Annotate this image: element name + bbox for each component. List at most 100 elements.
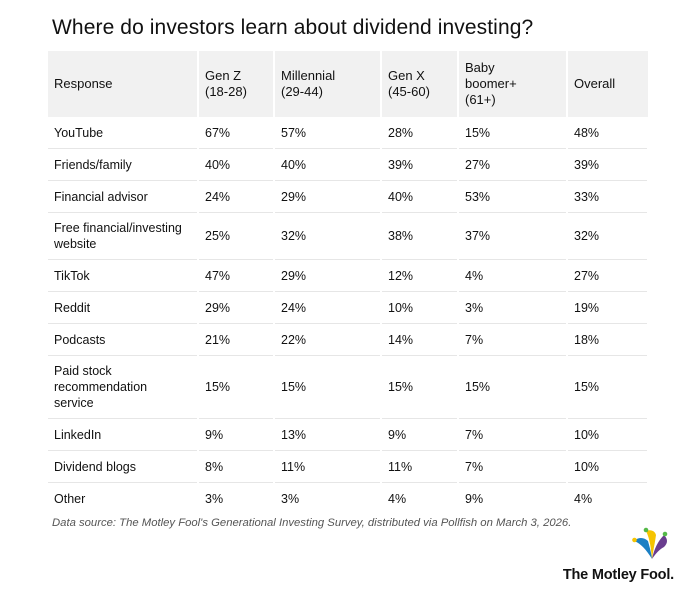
value-cell: 7% (458, 418, 568, 451)
response-label-line: recommendation (54, 380, 148, 394)
table-row: Reddit 29% 24% 10% 3% 19% (48, 291, 649, 324)
value-cell: 40% (381, 180, 459, 213)
column-header: Overall (567, 51, 648, 117)
column-header-line: Millennial (281, 68, 336, 83)
value-cell: 4% (458, 259, 568, 292)
value-cell: 3% (274, 482, 382, 514)
motley-fool-logo: The Motley Fool. (524, 525, 674, 583)
value-cell: 9% (458, 482, 568, 514)
response-label-line: TikTok (54, 268, 90, 283)
column-header-line: Response (54, 76, 113, 91)
jester-hat-icon (632, 527, 668, 559)
value-cell: 14% (381, 323, 459, 356)
value-cell: 29% (274, 180, 382, 213)
table-row: Friends/family 40% 40% 39% 27% 39% (48, 148, 649, 181)
table-row: Free financial/investing website 25% 32% 38%… (48, 212, 649, 260)
column-header-line: Gen Z (205, 68, 242, 83)
response-cell: Financial advisor (48, 180, 199, 213)
column-header: Millennial (29-44) (274, 51, 382, 117)
value-cell: 28% (381, 117, 459, 149)
value-cell: 29% (198, 291, 275, 324)
value-cell: 12% (381, 259, 459, 292)
column-header-line: (18-28) (205, 84, 247, 99)
response-cell: Other (48, 482, 199, 514)
column-header-line: boomer+ (465, 76, 517, 91)
response-cell: YouTube (48, 117, 199, 149)
response-cell: Paid stock recommendation service (48, 355, 199, 419)
table-body: YouTube 67% 57% 28% 15% 48% Friends/family 40% 4… (48, 117, 649, 514)
response-label-line: LinkedIn (54, 427, 102, 442)
response-cell: LinkedIn (48, 418, 199, 451)
data-source-note: Data source: The Motley Fool's Generatio… (52, 517, 572, 529)
column-header-line: Overall (574, 76, 616, 91)
column-header: Baby boomer+ (61+) (458, 51, 568, 117)
value-cell: 4% (567, 482, 649, 514)
value-cell: 3% (458, 291, 568, 324)
page-title: Where do investors learn about dividend … (52, 16, 534, 39)
response-cell: Podcasts (48, 323, 199, 356)
response-label-line: Dividend blogs (54, 459, 136, 474)
value-cell: 15% (381, 355, 459, 419)
value-cell: 39% (567, 148, 649, 181)
column-header-line: (61+) (465, 92, 496, 107)
column-header-line: Gen X (388, 68, 425, 83)
value-cell: 29% (274, 259, 382, 292)
value-cell: 7% (458, 323, 568, 356)
value-cell: 19% (567, 291, 649, 324)
value-cell: 10% (567, 418, 649, 451)
value-cell: 15% (274, 355, 382, 419)
response-cell: Dividend blogs (48, 450, 199, 483)
table-row: Podcasts 21% 22% 14% 7% 18% (48, 323, 649, 356)
value-cell: 15% (458, 355, 568, 419)
response-label-line: Free financial/investing (54, 221, 182, 235)
value-cell: 3% (198, 482, 275, 514)
column-header: Response (48, 51, 199, 117)
value-cell: 53% (458, 180, 568, 213)
value-cell: 10% (567, 450, 649, 483)
value-cell: 38% (381, 212, 459, 260)
value-cell: 27% (567, 259, 649, 292)
value-cell: 67% (198, 117, 275, 149)
table-header-row: Response Gen Z (18-28) Millennial (29-44) Gen… (48, 51, 648, 117)
value-cell: 11% (381, 450, 459, 483)
value-cell: 33% (567, 180, 649, 213)
value-cell: 47% (198, 259, 275, 292)
value-cell: 10% (381, 291, 459, 324)
table-row: YouTube 67% 57% 28% 15% 48% (48, 117, 649, 149)
response-label-line: Reddit (54, 300, 91, 315)
table-row: Dividend blogs 8% 11% 11% 7% 10% (48, 450, 649, 483)
value-cell: 40% (274, 148, 382, 181)
response-label-line: YouTube (54, 125, 104, 140)
column-header-line: (29-44) (281, 84, 323, 99)
value-cell: 39% (381, 148, 459, 181)
column-header: Gen X (45-60) (381, 51, 459, 117)
value-cell: 15% (567, 355, 649, 419)
value-cell: 13% (274, 418, 382, 451)
response-label-line: service (54, 396, 94, 410)
value-cell: 4% (381, 482, 459, 514)
value-cell: 9% (381, 418, 459, 451)
survey-table: Response Gen Z (18-28) Millennial (29-44) Gen… (48, 51, 649, 514)
value-cell: 7% (458, 450, 568, 483)
value-cell: 21% (198, 323, 275, 356)
value-cell: 40% (198, 148, 275, 181)
value-cell: 32% (567, 212, 649, 260)
response-label-line: Podcasts (54, 332, 106, 347)
value-cell: 27% (458, 148, 568, 181)
table-row: Other 3% 3% 4% 9% 4% (48, 482, 649, 514)
value-cell: 24% (274, 291, 382, 324)
response-label-line: Other (54, 491, 86, 506)
value-cell: 57% (274, 117, 382, 149)
response-cell: TikTok (48, 259, 199, 292)
logo-wordmark: The Motley Fool. (562, 567, 674, 583)
table-row: Financial advisor 24% 29% 40% 53% 33% (48, 180, 649, 213)
value-cell: 37% (458, 212, 568, 260)
table-row: LinkedIn 9% 13% 9% 7% 10% (48, 418, 649, 451)
column-header-line: (45-60) (388, 84, 430, 99)
response-label-line: Financial advisor (54, 189, 148, 204)
value-cell: 32% (274, 212, 382, 260)
value-cell: 18% (567, 323, 649, 356)
response-label-line: Friends/family (54, 157, 132, 172)
table-row: Paid stock recommendation service 15% 15% 15%… (48, 355, 649, 419)
value-cell: 48% (567, 117, 649, 149)
